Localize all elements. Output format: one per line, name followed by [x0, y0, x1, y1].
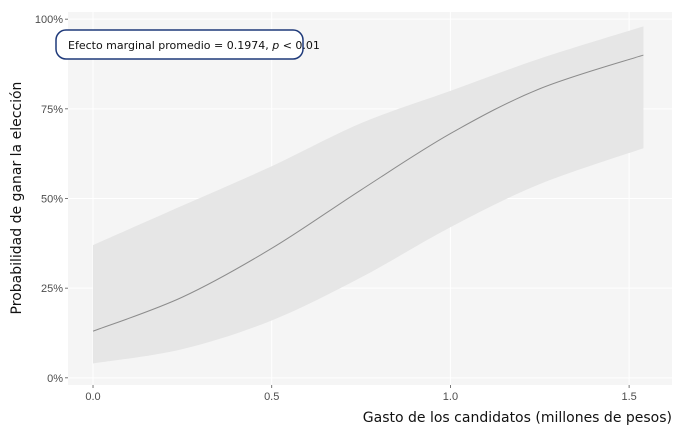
- y-axis-label: Probabilidad de ganar la elección: [9, 82, 25, 315]
- y-axis: 0% 25% 50% 75% 100%: [35, 14, 68, 385]
- x-axis-label: Gasto de los candidatos (millones de pes…: [363, 410, 672, 426]
- x-tick-label: 1.0: [443, 391, 458, 403]
- annotation-box: Efecto marginal promedio = 0.1974, p < 0…: [55, 29, 320, 60]
- confidence-band: [93, 26, 644, 364]
- y-tick-label: 75%: [41, 104, 63, 116]
- y-tick-label: 50%: [41, 194, 63, 206]
- y-tick-label: 25%: [41, 283, 63, 295]
- x-tick-label: 0.5: [264, 391, 279, 403]
- x-tick-label: 1.5: [621, 391, 636, 403]
- x-axis: 0.0 0.5 1.0 1.5: [85, 385, 637, 403]
- y-tick-label: 100%: [35, 14, 63, 26]
- annotation-p: p: [271, 39, 279, 52]
- svg-text:Efecto marginal promedio = 0.1: Efecto marginal promedio = 0.1974, p < 0…: [68, 39, 320, 52]
- annotation-prefix: Efecto marginal promedio = 0.1974,: [68, 39, 272, 52]
- y-tick-label: 0%: [47, 373, 63, 385]
- annotation-suffix: < 0.01: [279, 39, 320, 52]
- x-tick-label: 0.0: [85, 391, 100, 403]
- prediction-line: [92, 54, 644, 332]
